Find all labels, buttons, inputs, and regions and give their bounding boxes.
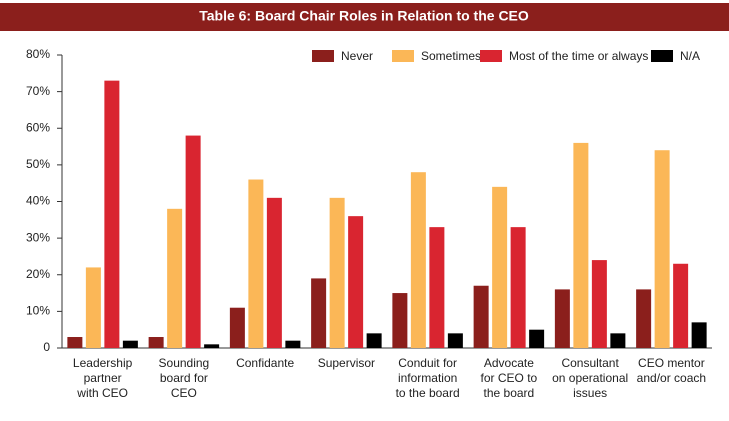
y-tick-label: 30%	[26, 230, 50, 244]
bar	[204, 344, 220, 348]
x-tick-label: Sounding	[159, 356, 210, 370]
bar	[529, 329, 545, 348]
bar	[510, 227, 526, 348]
bar	[348, 216, 364, 348]
legend-swatch	[312, 50, 334, 62]
bar	[636, 289, 652, 348]
bar	[329, 197, 345, 348]
x-tick-label: issues	[573, 386, 607, 400]
bar	[410, 172, 426, 348]
x-tick-label: board for	[160, 371, 208, 385]
bar	[266, 197, 282, 348]
x-tick-label: Conduit for	[398, 356, 457, 370]
bar	[311, 278, 327, 348]
bar	[185, 135, 201, 348]
bar	[591, 260, 607, 348]
y-tick-label: 80%	[26, 47, 50, 61]
x-tick-label: and/or coach	[637, 371, 706, 385]
y-tick-label: 50%	[26, 157, 50, 171]
y-tick-label: 70%	[26, 84, 50, 98]
x-tick-label: Leadership	[73, 356, 133, 370]
legend-label: N/A	[680, 49, 700, 63]
bar	[392, 293, 408, 348]
bar	[122, 340, 138, 348]
x-tick-label: Advocate	[484, 356, 534, 370]
bar	[285, 340, 301, 348]
bar	[691, 322, 707, 348]
y-tick-label: 60%	[26, 120, 50, 134]
bar	[104, 80, 120, 348]
x-tick-label: for CEO to	[481, 371, 538, 385]
bar	[673, 263, 689, 348]
bar	[573, 142, 589, 348]
y-tick-label: 0	[43, 340, 50, 354]
bar	[148, 337, 164, 348]
x-tick-label: CEO mentor	[638, 356, 705, 370]
title-bar	[0, 3, 729, 31]
y-tick-label: 20%	[26, 267, 50, 281]
bar	[610, 333, 626, 348]
legend-swatch	[480, 50, 502, 62]
x-tick-label: partner	[84, 371, 122, 385]
bar	[554, 289, 570, 348]
bar	[447, 333, 463, 348]
legend-swatch	[392, 50, 414, 62]
x-tick-label: CEO	[171, 386, 197, 400]
x-tick-label: Supervisor	[318, 356, 375, 370]
bar	[473, 285, 489, 348]
bar	[654, 150, 670, 348]
x-tick-label: with CEO	[76, 386, 128, 400]
bar	[67, 337, 83, 348]
legend-label: Never	[341, 49, 373, 63]
chart-title: Table 6: Board Chair Roles in Relation t…	[199, 8, 529, 24]
y-tick-label: 10%	[26, 304, 50, 318]
x-tick-label: Consultant	[561, 356, 619, 370]
y-tick-label: 40%	[26, 194, 50, 208]
bar	[248, 179, 264, 348]
legend-label: Sometimes	[421, 49, 481, 63]
x-tick-label: the board	[484, 386, 535, 400]
bar	[85, 267, 101, 348]
bar	[167, 208, 183, 348]
bar	[429, 227, 445, 348]
legend-swatch	[651, 50, 673, 62]
x-tick-label: information	[398, 371, 457, 385]
bar	[366, 333, 382, 348]
legend-label: Most of the time or always	[509, 49, 648, 63]
x-tick-label: on operational	[552, 371, 628, 385]
x-tick-label: Confidante	[236, 356, 294, 370]
bar	[492, 186, 508, 348]
x-tick-label: to the board	[396, 386, 460, 400]
bar	[229, 307, 245, 348]
